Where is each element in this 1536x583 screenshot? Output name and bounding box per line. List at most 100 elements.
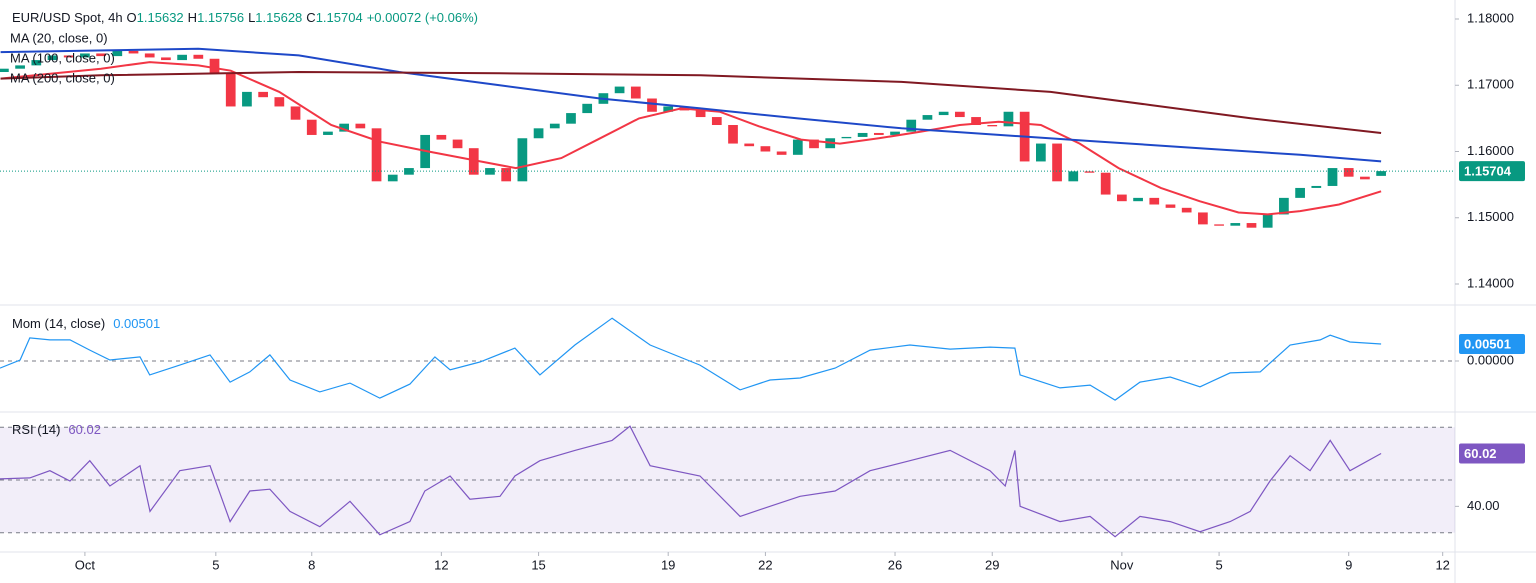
candle <box>80 53 90 58</box>
candle <box>193 54 204 59</box>
candle <box>566 113 576 124</box>
candle <box>1311 185 1322 188</box>
candle <box>760 146 771 152</box>
candle <box>890 131 900 135</box>
x-tick-label: 12 <box>1435 557 1449 572</box>
candle <box>1230 223 1241 226</box>
y-tick-label: 1.17000 <box>1467 77 1514 92</box>
candle <box>128 50 139 54</box>
pane-title: Mom (14, close) 0.00501 <box>12 316 160 331</box>
last-value-label: 1.15704 <box>1464 164 1512 179</box>
candle <box>1117 194 1127 202</box>
candle <box>614 86 625 94</box>
candle <box>922 115 933 120</box>
candle <box>339 123 350 132</box>
ohlc-label: C <box>306 10 315 25</box>
candle <box>1100 172 1111 195</box>
candle <box>1052 143 1062 182</box>
candle <box>1068 171 1079 182</box>
candle <box>47 55 58 61</box>
x-tick-label: Oct <box>75 557 96 572</box>
y-tick-label: 0.00000 <box>1467 352 1514 367</box>
candle <box>1084 171 1095 173</box>
candle <box>371 128 382 182</box>
candle <box>1246 223 1257 228</box>
pane-title-text: EUR/USD Spot, 4h <box>12 10 123 25</box>
ohlc-value: 1.15628 <box>255 10 302 25</box>
candle <box>744 143 755 147</box>
last-value-label: 0.00501 <box>1464 336 1511 351</box>
x-tick-label: 29 <box>985 557 999 572</box>
candle <box>209 58 220 74</box>
ohlc-value: 1.15756 <box>197 10 244 25</box>
candle <box>1181 207 1192 213</box>
candle <box>1262 214 1273 228</box>
candle <box>306 119 317 135</box>
series-line <box>0 70 1382 134</box>
candle <box>533 128 544 139</box>
candle <box>355 123 366 129</box>
candle <box>436 134 447 140</box>
candle <box>954 111 965 118</box>
candle <box>792 139 803 155</box>
candle <box>96 53 106 57</box>
candle <box>31 60 42 66</box>
y-tick-label: 1.15000 <box>1467 209 1514 224</box>
candle <box>452 139 463 149</box>
candle <box>501 168 512 182</box>
series-line <box>0 47 1382 163</box>
candle <box>630 86 641 99</box>
x-tick-label: 26 <box>888 557 902 572</box>
y-tick-label: 1.16000 <box>1467 143 1514 158</box>
candle <box>517 138 528 182</box>
candle <box>0 68 9 73</box>
pane-title-value: 60.02 <box>68 422 101 437</box>
pane-title-value: 0.00501 <box>113 316 160 331</box>
candle <box>161 57 171 61</box>
candle <box>177 54 187 61</box>
x-tick-label: 9 <box>1345 557 1352 572</box>
candle <box>63 55 74 58</box>
y-tick-label: 40.00 <box>1467 498 1500 513</box>
ohlc-label: H <box>188 10 197 25</box>
candle <box>711 117 722 126</box>
last-value-tag <box>1459 443 1525 464</box>
candle <box>549 123 560 129</box>
candle <box>1198 212 1208 225</box>
legend-entry: MA (100, close, 0) <box>10 50 115 65</box>
ohlc-label: L <box>248 10 255 25</box>
last-value-tag <box>1459 161 1525 182</box>
candle <box>1165 204 1176 208</box>
candle <box>857 132 868 137</box>
candle <box>695 110 706 118</box>
candle <box>906 119 917 132</box>
pane-title-text: Mom (14, close) <box>12 316 105 331</box>
candle <box>1133 197 1143 202</box>
candle <box>582 103 593 114</box>
y-tick-label: 1.14000 <box>1467 275 1514 290</box>
candle <box>290 106 301 120</box>
candle <box>663 106 674 112</box>
candle <box>242 91 252 107</box>
x-tick-label: 15 <box>531 557 545 572</box>
candle <box>728 125 738 144</box>
candle <box>225 73 236 107</box>
candle <box>274 97 285 107</box>
candle <box>1327 168 1338 186</box>
pane-title: EUR/USD Spot, 4h O1.15632 H1.15756 L1.15628… <box>12 10 478 25</box>
ohlc-value: 1.15632 <box>137 10 184 25</box>
candle <box>841 136 852 139</box>
ohlc-value: 1.15704 <box>316 10 363 25</box>
pane-title: RSI (14) 60.02 <box>12 422 101 437</box>
ohlc-label: O <box>127 10 137 25</box>
candle <box>809 139 819 149</box>
candle <box>1295 187 1305 198</box>
series-line <box>0 317 1382 401</box>
candle <box>647 98 657 112</box>
legend-entry: MA (20, close, 0) <box>10 30 108 45</box>
candle <box>1149 197 1160 205</box>
series-line <box>0 61 1382 216</box>
candle <box>776 151 787 155</box>
